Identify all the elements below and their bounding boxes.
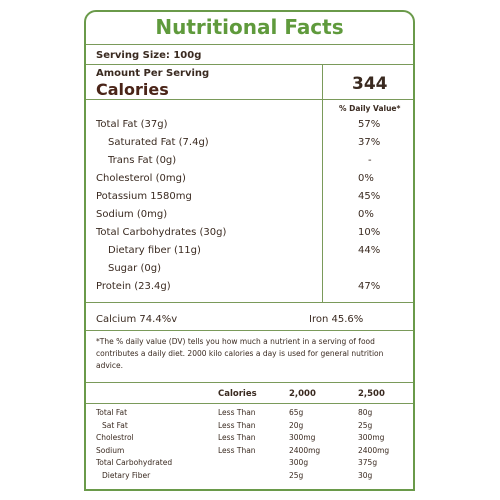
table-cell: Less Than: [218, 433, 256, 442]
table-cell: 300g: [289, 458, 309, 467]
table-cell: Cholestrol: [96, 433, 134, 442]
table-cell: Less Than: [218, 420, 256, 430]
nutrient-label: Trans Fat (0g): [108, 155, 177, 166]
divider: [86, 64, 413, 65]
table-cell: 80g: [358, 408, 373, 417]
nutrient-daily-value: 0%: [358, 209, 374, 220]
divider: [86, 330, 413, 331]
nutrient-row: Cholesterol (0mg) 0%: [86, 173, 413, 191]
nutrient-daily-value: 45%: [358, 191, 381, 202]
table-cell: 25g: [358, 420, 373, 430]
table-cell: Sat Fat: [102, 420, 128, 430]
table-cell: 2400mg: [358, 445, 390, 455]
nutrient-row: Dietary fiber (11g) 44%: [86, 245, 413, 263]
table-cell: Dietary Fiber: [102, 470, 151, 480]
nutrient-label: Dietary fiber (11g): [108, 245, 201, 256]
nutrient-daily-value: 57%: [358, 119, 381, 130]
nutrient-daily-value: 47%: [358, 281, 381, 292]
nutrient-row: Trans Fat (0g) -: [86, 155, 413, 173]
panel-title: Nutritional Facts: [155, 15, 344, 39]
table-cell: 2400mg: [289, 445, 321, 455]
nutrient-daily-value: -: [368, 155, 372, 166]
footnote: *The % daily value (DV) tells you how mu…: [96, 337, 384, 370]
table-cell: 300mg: [358, 433, 385, 442]
amount-per-serving-label: Amount Per Serving: [96, 68, 210, 79]
table-cell: 300mg: [289, 433, 316, 442]
table-cell: 25g: [289, 470, 304, 480]
nutrient-row: Total Carbohydrates (30g) 10%: [86, 227, 413, 245]
table-cell: Total Carbohydrated: [96, 458, 173, 467]
iron-value: Iron 45.6%: [309, 314, 364, 325]
nutrient-daily-value: 10%: [358, 227, 381, 238]
serving-size: Serving Size: 100g: [96, 50, 202, 61]
nutrient-label: Total Carbohydrates (30g): [96, 227, 227, 238]
table-cell: Total Fat: [96, 408, 128, 417]
table-cell: Less Than: [218, 445, 256, 455]
table-cell: 375g: [358, 458, 378, 467]
nutrient-row: Sugar (0g): [86, 263, 413, 281]
nutrient-label: Potassium 1580mg: [96, 191, 192, 202]
table-cell: 20g: [289, 420, 304, 430]
table-header-calories: Calories: [218, 389, 257, 399]
nutrient-daily-value: 37%: [358, 137, 381, 148]
nutrient-label: Total Fat (37g): [96, 119, 168, 130]
calcium-value: Calcium 74.4%v: [96, 314, 178, 325]
nutrient-label: Sugar (0g): [108, 263, 161, 274]
nutrient-label: Cholesterol (0mg): [96, 173, 186, 184]
divider: [86, 44, 413, 45]
nutrient-row: Saturated Fat (7.4g) 37%: [86, 137, 413, 155]
table-header-2000: 2,000: [289, 389, 316, 399]
divider: [86, 403, 413, 404]
divider: [86, 99, 413, 100]
table-header-2500: 2,500: [358, 389, 385, 399]
nutrient-daily-value: 44%: [358, 245, 381, 256]
nutrient-label: Sodium (0mg): [96, 209, 168, 220]
divider: [86, 382, 413, 383]
table-cell: 30g: [358, 470, 373, 480]
divider: [86, 302, 413, 303]
daily-value-header: % Daily Value*: [339, 104, 401, 113]
nutrient-row: Sodium (0mg) 0%: [86, 209, 413, 227]
table-cell: 65g: [289, 408, 304, 417]
table-cell: Sodium: [96, 445, 125, 455]
calories-label: Calories: [96, 80, 169, 99]
nutrient-label: Saturated Fat (7.4g): [108, 137, 209, 148]
nutrient-daily-value: 0%: [358, 173, 374, 184]
nutrient-row: Potassium 1580mg 45%: [86, 191, 413, 209]
nutrient-row: Total Fat (37g) 57%: [86, 119, 413, 137]
column-divider: [322, 64, 323, 302]
nutrition-facts-panel: Nutritional Facts Serving Size: 100g Amo…: [84, 10, 415, 491]
calories-value: 344: [352, 74, 388, 94]
nutrient-row: Protein (23.4g) 47%: [86, 281, 413, 299]
nutrient-label: Protein (23.4g): [96, 281, 171, 292]
table-cell: Less Than: [218, 408, 256, 417]
